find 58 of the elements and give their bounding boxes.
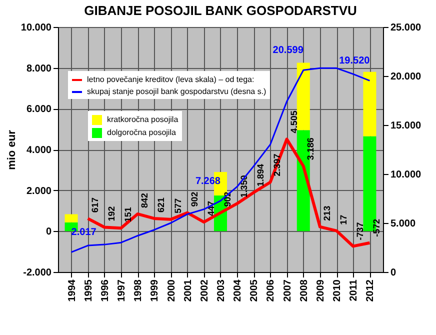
x-tick-label: 2007 xyxy=(282,279,294,302)
data-label: 577 xyxy=(172,198,183,214)
y-tick-label: 8.000 xyxy=(26,63,52,74)
y2-tick-label: 10.000 xyxy=(390,170,422,180)
x-tick-label: 2000 xyxy=(166,279,178,302)
x-tick-label: 1996 xyxy=(100,279,111,302)
x-tick-label: 2002 xyxy=(199,279,210,302)
x-tick-label: 1997 xyxy=(116,279,128,302)
y-tick-label: 10.000 xyxy=(20,22,52,34)
y2-tick-label: 25.000 xyxy=(390,22,422,34)
x-tick-label: 2009 xyxy=(315,279,326,302)
data-label: -572 xyxy=(372,218,382,237)
bar xyxy=(64,214,78,222)
data-label: 17 xyxy=(338,214,349,225)
line-series xyxy=(70,67,370,253)
x-tick-label: 2001 xyxy=(182,279,194,302)
x-tick-label: 2008 xyxy=(298,279,310,302)
x-tick-label: 2004 xyxy=(232,279,244,302)
x-tick-label: 2005 xyxy=(249,279,260,302)
y2-tick-label: 15.000 xyxy=(390,120,422,132)
y-tick-label: 6.000 xyxy=(26,104,52,116)
legend-label: letno povečanje kreditov (leva skala) – od tega: xyxy=(87,75,254,84)
y-axis-title: mio eur xyxy=(6,129,18,170)
x-tick-label: 2011 xyxy=(348,279,360,302)
data-label: 3.186 xyxy=(305,138,316,160)
data-label: 192 xyxy=(106,206,116,222)
bar xyxy=(296,62,310,130)
x-tick-label: 1999 xyxy=(150,279,161,302)
y-tick-label: 0 xyxy=(46,226,52,238)
x-tick-label: 2012 xyxy=(365,279,376,302)
data-label: 4.505 xyxy=(288,110,299,134)
bar xyxy=(363,72,376,136)
legend-label: skupaj stanje posojil bank gospodarstvu (desna s.) xyxy=(87,87,267,96)
data-label: 213 xyxy=(322,206,332,221)
data-label: 1.894 xyxy=(256,164,266,186)
x-tick-label: 1995 xyxy=(83,279,94,302)
y2-tick-label: 5.000 xyxy=(390,218,416,230)
legend-label: kratkoročna posojila xyxy=(107,115,179,124)
legend-label: dolgoročna posojila xyxy=(107,128,176,137)
x-tick-label: 1994 xyxy=(66,279,78,302)
chart-title: GIBANJE POSOJIL BANK GOSPODARSTVU xyxy=(84,3,357,18)
data-label: 447 xyxy=(206,201,216,216)
y-tick-label: 4.000 xyxy=(26,145,52,156)
data-label: 2.397 xyxy=(272,154,282,176)
y-tick-label: -2.000 xyxy=(23,268,52,278)
data-label: 621 xyxy=(156,197,166,212)
data-label: 902 xyxy=(189,192,200,207)
x-tick-label: 2010 xyxy=(332,279,344,302)
data-label: -737 xyxy=(355,222,366,240)
x-tick-label: 2003 xyxy=(216,279,227,302)
y2-tick-label: 20.000 xyxy=(390,72,422,82)
data-label: 151 xyxy=(123,207,134,222)
x-tick-label: 1998 xyxy=(133,279,144,302)
data-label: 617 xyxy=(90,198,100,213)
x-tick-label: 2006 xyxy=(266,279,277,302)
data-label: 842 xyxy=(140,192,150,208)
y2-tick-label: 0 xyxy=(390,268,396,278)
y-tick-label: 2.000 xyxy=(26,186,52,197)
